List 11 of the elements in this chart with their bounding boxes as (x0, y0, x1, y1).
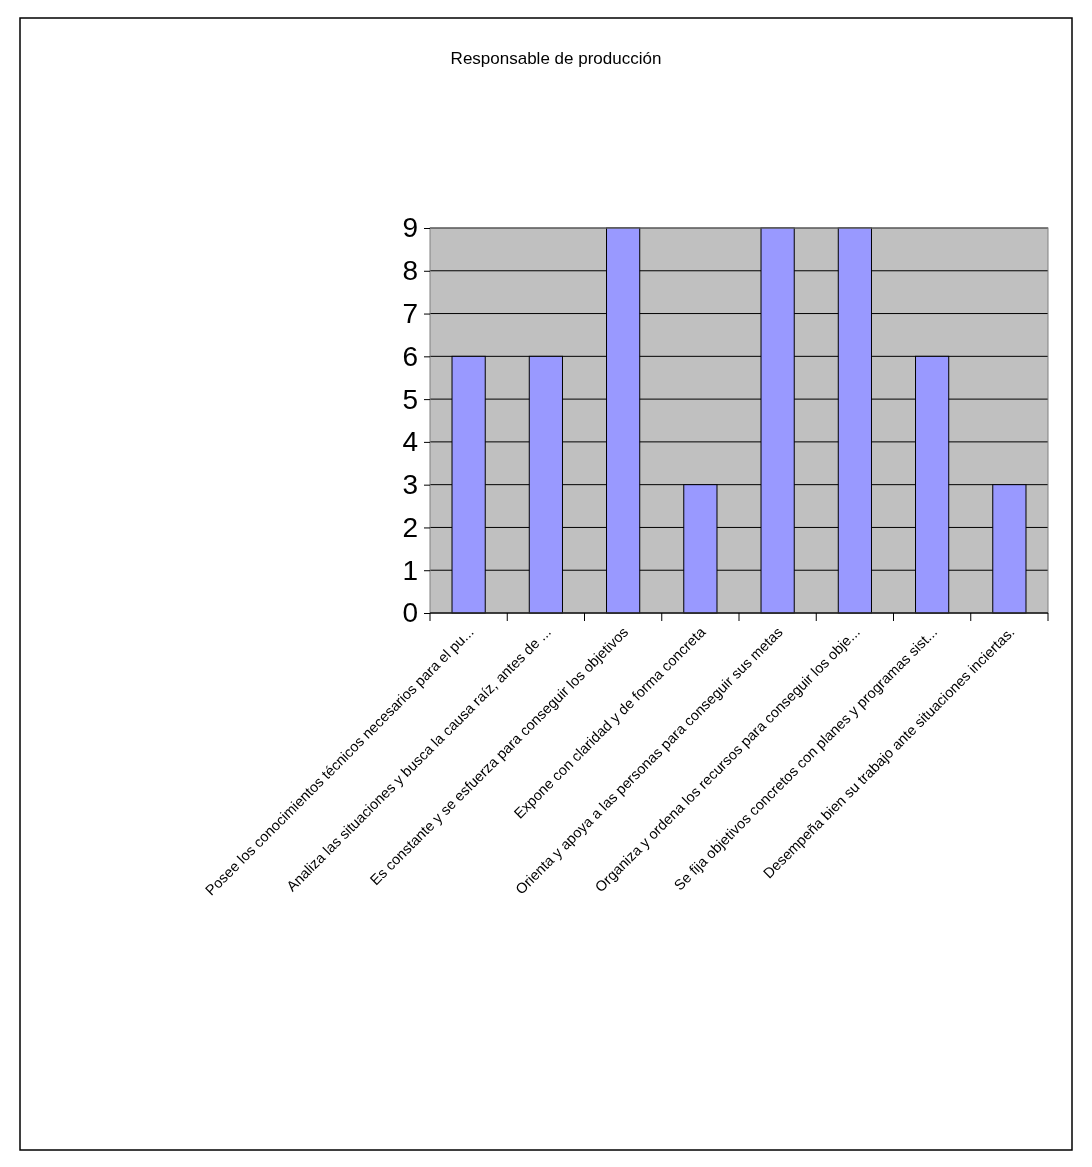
y-tick-label: 2 (402, 511, 418, 543)
y-tick-label: 4 (402, 426, 418, 458)
y-tick-label: 9 (402, 212, 418, 244)
y-tick-label: 7 (402, 298, 418, 330)
y-tick-label: 5 (402, 383, 418, 415)
y-tick-label: 6 (402, 340, 418, 372)
y-tick-label: 1 (402, 554, 418, 586)
y-tick-label: 0 (402, 597, 418, 629)
y-tick-label: 8 (402, 255, 418, 287)
chart-title: Responsable de producción (450, 49, 662, 68)
y-tick-label: 3 (402, 469, 418, 501)
